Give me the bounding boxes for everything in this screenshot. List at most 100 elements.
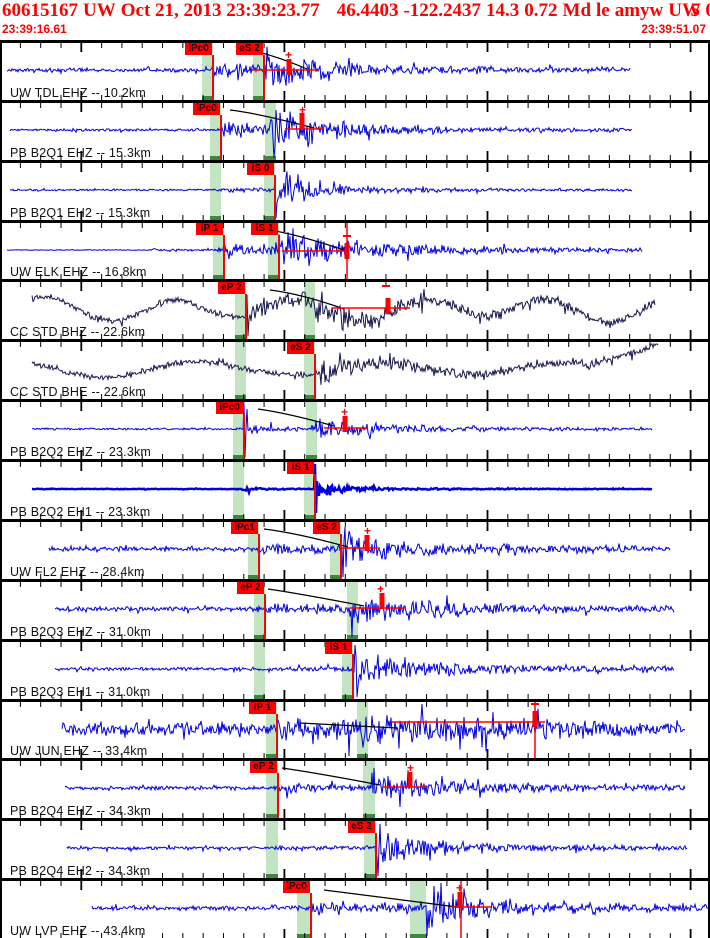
trace-canvas xyxy=(6,43,692,100)
pick-uncertainty-band xyxy=(254,582,265,639)
pick-band-notch xyxy=(342,695,353,699)
station-label: UW TDL EHZ -- 10.2km xyxy=(10,86,146,100)
event-latitude: 46.4403 xyxy=(336,0,399,21)
pick-uncertainty-band xyxy=(304,462,315,519)
pick-band-notch xyxy=(213,275,224,279)
pick-uncertainty-band xyxy=(306,402,317,459)
pick-band-notch xyxy=(364,874,376,878)
amplitude-marker-bar[interactable] xyxy=(385,298,391,314)
station-label: PB B2Q1 EHZ -- 15.3km xyxy=(10,146,152,160)
station-label: PB B2Q4 EH2 -- 34.3km xyxy=(10,864,151,878)
waveform-trace[interactable] xyxy=(6,46,631,86)
station-label: UW JUN EHZ -- 33.4km xyxy=(10,744,148,758)
phase-pick-label[interactable]: eS 2 xyxy=(236,43,263,55)
waveform-trace[interactable] xyxy=(31,289,656,337)
pick-uncertainty-band xyxy=(304,282,315,339)
phase-pick-label[interactable]: iP 1 xyxy=(196,223,223,235)
phase-pick-label[interactable]: iPc1 xyxy=(231,522,258,534)
amplitude-marker-bar[interactable] xyxy=(457,892,463,908)
amplitude-marker-bar[interactable] xyxy=(342,416,348,432)
phase-pick-label[interactable]: iS 1 xyxy=(325,642,352,654)
coda-decay-curve xyxy=(281,767,381,786)
station-label: PB B2Q1 EH2 -- 15.3km xyxy=(10,206,151,220)
time-axis-row: 23:39:16.61 23:39:51.07 xyxy=(2,22,708,38)
waveform-trace[interactable] xyxy=(31,463,653,514)
pick-band-notch xyxy=(253,96,264,100)
pick-uncertainty-band xyxy=(202,43,213,100)
pick-band-notch xyxy=(410,934,426,938)
trace-panel-UW-JUN-EHZ: iP 1 UW JUN EHZ -- 33.4km xyxy=(2,702,708,761)
station-label: UW LVP EHZ -- 43.4km xyxy=(10,924,146,938)
trace-canvas xyxy=(6,223,692,279)
waveform-trace[interactable] xyxy=(61,703,686,757)
pick-uncertainty-band xyxy=(253,43,264,100)
waveform-trace[interactable] xyxy=(9,109,632,159)
amplitude-marker-bar[interactable] xyxy=(379,593,385,609)
phase-pick-label[interactable]: iP 1 xyxy=(249,702,276,714)
station-label: UW FL2 EHZ -- 28.4km xyxy=(10,565,145,579)
pick-band-notch xyxy=(202,96,213,100)
pick-uncertainty-band xyxy=(266,821,278,878)
phase-pick-label[interactable]: iS 1 xyxy=(287,462,314,474)
waveform-trace[interactable] xyxy=(64,767,686,808)
trace-canvas xyxy=(19,402,692,459)
pick-uncertainty-band xyxy=(210,103,221,160)
pick-band-notch xyxy=(363,814,375,818)
phase-pick-label[interactable]: iPc0 xyxy=(216,402,243,414)
amplitude-marker-bar[interactable] xyxy=(286,59,292,75)
phase-pick-label[interactable]: eP 2 xyxy=(218,282,245,294)
amplitude-marker-bar[interactable] xyxy=(407,772,413,788)
waveform-trace[interactable] xyxy=(6,228,643,266)
waveform-trace[interactable] xyxy=(48,526,671,578)
amplitude-marker-bar[interactable] xyxy=(364,535,370,551)
trace-canvas xyxy=(19,522,692,579)
phase-pick-label[interactable]: eS 2 xyxy=(348,821,375,833)
pick-band-notch xyxy=(254,695,265,699)
window-end-time: 23:39:51.07 xyxy=(641,22,706,36)
phase-pick-label[interactable]: eS 2 xyxy=(287,342,314,354)
phase-pick-label[interactable]: iPc0 xyxy=(283,881,310,893)
waveform-trace[interactable] xyxy=(54,644,675,698)
phase-pick-label[interactable]: eP 2 xyxy=(237,582,264,594)
amplitude-plus-icon: + xyxy=(364,524,372,538)
amplitude-marker-bar[interactable] xyxy=(344,243,350,259)
waveform-trace[interactable] xyxy=(31,403,653,458)
coda-decay-curve xyxy=(267,588,365,607)
pick-band-notch xyxy=(304,515,315,519)
pick-uncertainty-band xyxy=(210,163,221,220)
pick-band-notch xyxy=(268,275,279,279)
waveform-trace[interactable] xyxy=(10,171,633,219)
waveform-trace[interactable] xyxy=(31,342,659,385)
amplitude-marker-bar[interactable] xyxy=(299,113,305,129)
coda-decay-curve xyxy=(257,408,335,427)
waveform-trace[interactable] xyxy=(91,882,708,937)
phase-pick-label[interactable]: iS 1 xyxy=(251,223,278,235)
trace-panel-CC-STD-BHE: eS 2 CC STD BHE -- 22.6km xyxy=(2,342,708,402)
pick-band-notch xyxy=(306,455,317,459)
amplitude-marker-bar[interactable] xyxy=(532,711,538,727)
phase-pick-label[interactable]: iPc0 xyxy=(193,103,220,115)
station-label: CC STD BHZ -- 22.6km xyxy=(10,325,146,339)
pick-band-notch xyxy=(297,934,310,938)
amplitude-plus-icon: + xyxy=(377,582,385,596)
magnitude-type: Md xyxy=(562,0,592,21)
amplitude-plus-icon: + xyxy=(299,103,307,117)
trace-panel-PB-B2Q2-EHZ: iPc0 + PB B2Q2 EHZ -- 23.3km xyxy=(2,402,708,462)
trace-canvas xyxy=(19,821,692,878)
trace-canvas xyxy=(19,761,692,818)
pick-band-notch xyxy=(330,575,341,579)
phase-pick-label[interactable]: iS 0 xyxy=(247,163,274,175)
pick-band-notch xyxy=(266,754,277,758)
trace-canvas xyxy=(19,881,708,938)
phase-pick-label[interactable]: eP 2 xyxy=(250,761,277,773)
pick-band-notch xyxy=(210,156,221,160)
station-label: CC STD BHE -- 22.6km xyxy=(10,385,146,399)
trace-panel-PB-B2Q4-EH2: eS 2 PB B2Q4 EH2 -- 34.3km xyxy=(2,821,708,881)
pick-uncertainty-band xyxy=(266,702,277,758)
waveform-trace[interactable] xyxy=(54,595,675,638)
phase-pick-label[interactable]: eS 2 xyxy=(313,522,340,534)
pick-uncertainty-band xyxy=(266,761,278,818)
phase-pick-label[interactable]: iPc0 xyxy=(185,43,212,55)
pick-uncertainty-band xyxy=(235,282,246,339)
